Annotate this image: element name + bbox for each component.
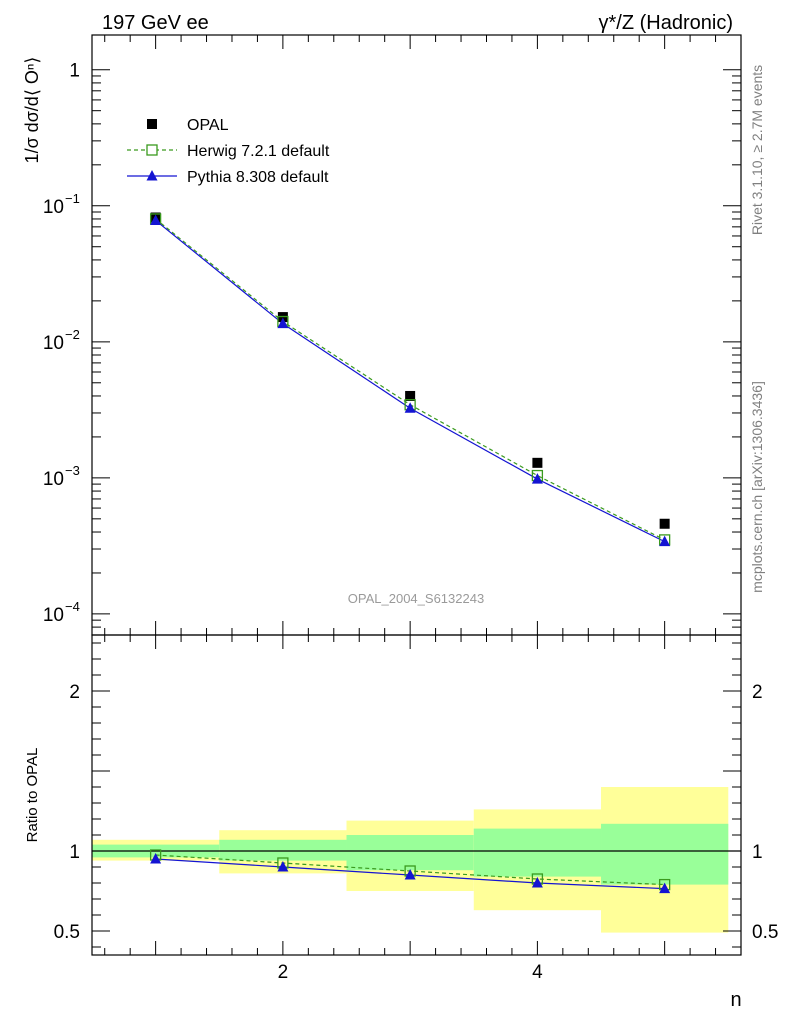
legend: OPAL Herwig 7.2.1 default Pythia 8.308 def… [127,117,330,186]
ratio-ytick-label-left-1: 1 [69,842,80,863]
main-ytick-exponent-1: −1 [65,191,80,206]
main-ytick-label-0: 1 [69,61,80,82]
main-y-axis-label: 1/σ dσ/d⟨ Oⁿ⟩ [22,57,42,164]
legend-label-pythia: Pythia 8.308 default [187,169,329,186]
xtick-label-0: 2 [278,962,289,983]
ratio-pythia-point [659,882,671,894]
ratio-y-axis-label: Ratio to OPAL [24,748,41,843]
main-herwig-line [155,218,665,541]
mcplots-label: mcplots.cern.ch [arXiv:1306.3436] [749,381,765,593]
pythia-point [531,473,543,484]
series-lines [155,218,665,890]
main-ytick-label-1: 10 [43,197,64,218]
ratio-plot-frame [91,634,742,956]
ratio-ytick-label-left-2: 0.5 [54,922,80,943]
legend-marker-opal [147,119,157,129]
series-markers [149,212,671,894]
main-ytick-label-2: 10 [43,333,64,354]
header-right-title: γ*/Z (Hadronic) [599,12,733,34]
opal-point [532,457,543,468]
main-ytick-exponent-4: −4 [65,599,80,614]
main-ytick-exponent-2: −2 [65,327,80,342]
main-ytick-label-4: 10 [43,605,64,626]
ratio-ytick-label-right-0: 2 [752,682,763,703]
ratio-ytick-label-right-1: 1 [752,842,763,863]
axis-ticks [92,35,742,955]
plot-frames [91,34,742,956]
pythia-point [659,535,671,547]
ratio-pythia-point [404,869,416,880]
ratio-pythia-point [531,877,543,888]
ratio-ytick-label-left-0: 2 [69,682,80,703]
ratio-pythia-point [277,861,289,872]
main-pythia-line [155,219,665,543]
band-inner-3 [346,835,474,871]
chart-labels: 197 GeV ee γ*/Z (Hadronic) OPAL_2004_S61… [22,12,778,1011]
opal-point [659,518,670,529]
legend-marker-herwig [146,144,158,156]
pythia-point [150,214,162,225]
watermark: OPAL_2004_S6132243 [348,591,484,606]
band-inner-4 [473,828,602,877]
xtick-label-1: 4 [532,962,543,983]
ratio-pythia-point [150,853,162,864]
rivet-label: Rivet 3.1.10, ≥ 2.7M events [749,65,765,235]
ratio-uncertainty-bands [92,787,741,933]
legend-label-opal: OPAL [187,117,229,134]
opal-point [405,390,416,401]
legend-marker-pythia [146,170,158,181]
main-ytick-exponent-3: −3 [65,463,80,478]
band-inner-2 [219,839,347,861]
x-axis-label: n [730,989,741,1011]
band-inner-5 [601,823,729,885]
main-ytick-label-3: 10 [43,469,64,490]
ratio-ytick-label-right-2: 0.5 [752,922,778,943]
legend-label-herwig: Herwig 7.2.1 default [187,143,330,160]
pythia-point [277,317,289,329]
header-left-title: 197 GeV ee [102,12,209,34]
pythia-point [404,402,416,413]
